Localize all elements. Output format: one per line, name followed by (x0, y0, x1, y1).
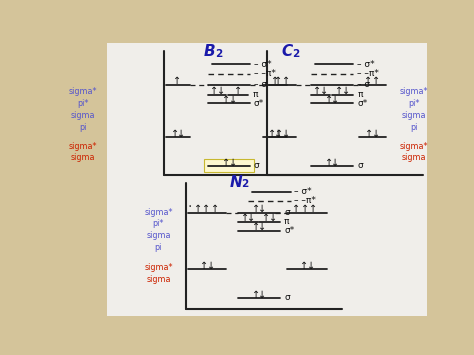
Text: ↑: ↑ (263, 213, 271, 223)
Text: σ*: σ* (284, 226, 294, 235)
Text: ↓: ↓ (320, 86, 328, 96)
Text: ↓: ↓ (274, 129, 283, 138)
Text: – σ*: – σ* (254, 60, 272, 69)
Text: ↑: ↑ (325, 95, 333, 105)
Text: B: B (204, 44, 216, 59)
Text: σ: σ (357, 162, 363, 170)
Text: .: . (188, 196, 192, 209)
Text: ↑: ↑ (271, 76, 279, 86)
Text: ↓: ↓ (307, 261, 315, 271)
FancyBboxPatch shape (204, 159, 254, 172)
Text: sigma*
pi*
sigma
pi: sigma* pi* sigma pi (144, 208, 173, 252)
Text: ↑: ↑ (292, 204, 300, 214)
Text: ↓: ↓ (258, 204, 266, 214)
Text: ↑: ↑ (200, 261, 208, 271)
Text: ↑: ↑ (364, 76, 372, 86)
Text: – –π*: – –π* (254, 69, 276, 78)
Text: ↓: ↓ (342, 86, 350, 96)
Text: sigma*
pi*
sigma
pi: sigma* pi* sigma pi (69, 87, 97, 132)
Text: ↑: ↑ (194, 204, 202, 214)
Text: ↓: ↓ (177, 129, 185, 138)
Text: ↑: ↑ (275, 129, 283, 138)
Text: ↑: ↑ (309, 204, 317, 214)
Text: σ: σ (254, 162, 260, 170)
Text: σ: σ (284, 294, 290, 302)
Text: σ: σ (284, 208, 290, 217)
Text: ↑: ↑ (241, 213, 249, 223)
Text: ↑: ↑ (252, 204, 260, 214)
FancyBboxPatch shape (107, 43, 427, 316)
Text: ↓: ↓ (207, 261, 215, 271)
Text: ↓: ↓ (258, 290, 266, 300)
Text: ↑: ↑ (173, 76, 182, 86)
Text: ↓: ↓ (247, 213, 255, 223)
Text: C: C (282, 44, 292, 59)
Text: ↑: ↑ (252, 222, 260, 233)
Text: ↑: ↑ (222, 95, 230, 105)
Text: ↑: ↑ (274, 76, 282, 86)
Text: ↓: ↓ (331, 95, 339, 105)
Text: ↑: ↑ (372, 76, 380, 86)
Text: ↑: ↑ (210, 204, 219, 214)
Text: N: N (229, 175, 242, 190)
Text: ↑: ↑ (325, 158, 333, 168)
Text: σ*: σ* (254, 98, 264, 108)
Text: ↓: ↓ (331, 158, 339, 168)
Text: ↓: ↓ (217, 86, 225, 96)
Text: ↓: ↓ (258, 222, 266, 233)
Text: π: π (284, 217, 290, 226)
Text: – σ: – σ (357, 80, 370, 89)
Text: ↓: ↓ (372, 129, 380, 138)
Text: ↓: ↓ (228, 95, 237, 105)
Text: ↑: ↑ (252, 290, 260, 300)
Text: ↓: ↓ (269, 213, 277, 223)
Text: sigma*
sigma: sigma* sigma (400, 142, 428, 162)
Text: ↓: ↓ (228, 158, 237, 168)
Text: ↑: ↑ (282, 76, 291, 86)
Text: ↑: ↑ (234, 86, 242, 96)
Text: σ*: σ* (357, 98, 368, 108)
Text: – σ*: – σ* (294, 187, 312, 196)
Text: 2: 2 (241, 179, 248, 189)
Text: sigma*
pi*
sigma
pi: sigma* pi* sigma pi (400, 87, 428, 132)
Text: – –π*: – –π* (357, 69, 379, 78)
Text: ↑: ↑ (365, 129, 374, 138)
Text: 2: 2 (215, 49, 223, 59)
Text: π: π (357, 90, 363, 99)
Text: ↑: ↑ (210, 86, 219, 96)
Text: sigma*
sigma: sigma* sigma (69, 142, 97, 162)
Text: ↑: ↑ (300, 261, 308, 271)
Text: ↓: ↓ (282, 129, 290, 138)
Text: ↑: ↑ (202, 204, 210, 214)
Text: – σ: – σ (254, 80, 267, 89)
Text: ↑: ↑ (268, 129, 276, 138)
Text: ↑: ↑ (222, 158, 230, 168)
Text: sigma*
sigma: sigma* sigma (144, 263, 173, 284)
Text: 2: 2 (292, 49, 300, 59)
Text: – σ*: – σ* (357, 60, 374, 69)
Text: ↑: ↑ (171, 129, 179, 138)
Text: π: π (253, 90, 258, 99)
Text: ↑: ↑ (301, 204, 309, 214)
Text: ↑: ↑ (336, 86, 344, 96)
Text: ↑: ↑ (313, 86, 321, 96)
Text: – –π*: – –π* (294, 196, 316, 206)
